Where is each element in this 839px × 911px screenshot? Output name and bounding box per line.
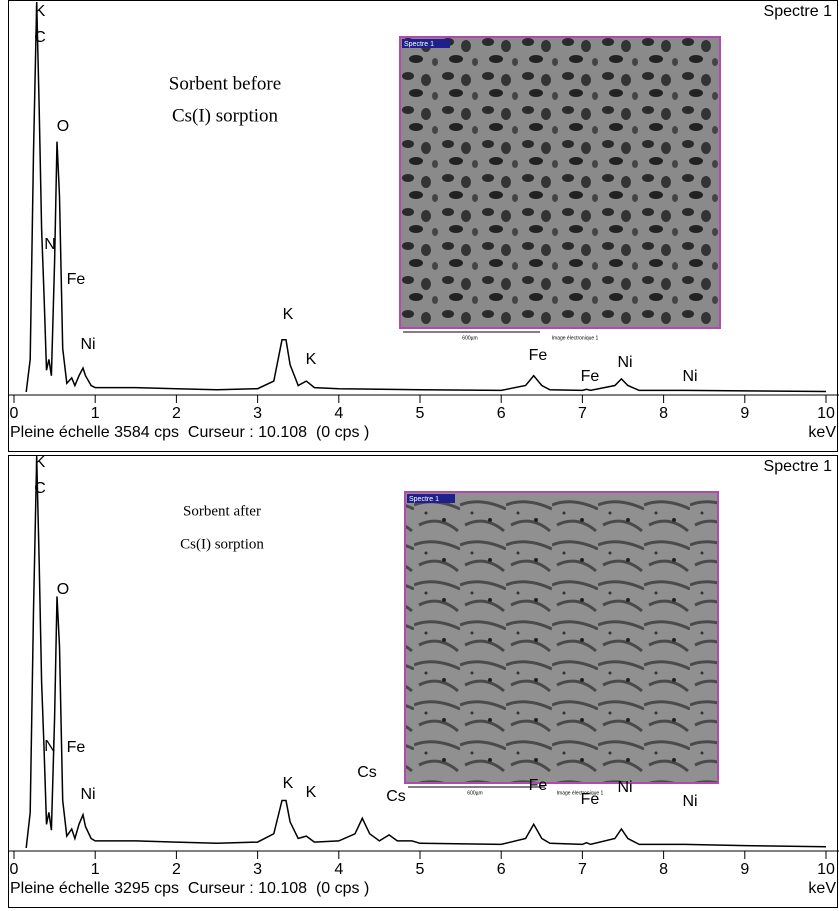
chart-title: Spectre 1 xyxy=(764,3,833,20)
x-tick-label: 9 xyxy=(740,405,749,422)
peak-label: K xyxy=(35,454,46,471)
x-tick-label: 2 xyxy=(172,861,181,878)
x-tick-label: 10 xyxy=(817,405,835,422)
page: {"chart_data":[ {"type":"line","title":"… xyxy=(0,0,839,911)
sem-caption: Image électronique 1 xyxy=(552,335,599,341)
peak-label: Ni xyxy=(682,793,697,810)
x-tick-label: 4 xyxy=(334,861,343,878)
x-tick-label: 1 xyxy=(91,405,100,422)
peak-label: Fe xyxy=(67,271,86,288)
spectrum-panel: 0 1 2 3 4 5 6 7 8 9 10 keV Pleine échelle 3295 cps C… xyxy=(8,454,839,907)
sem-tag: Spectre 1 xyxy=(409,496,439,503)
caption: Sorbent after xyxy=(183,503,261,519)
peak-label: O xyxy=(57,118,69,135)
caption: Cs(I) sorption xyxy=(172,105,279,126)
x-tick-label: 5 xyxy=(416,861,425,878)
chart-title: Spectre 1 xyxy=(764,458,833,475)
peak-label: Ni xyxy=(80,336,95,353)
scale-label: 600µm xyxy=(462,335,477,341)
chart: 012345678910keVPleine échelle 3584 cps C… xyxy=(0,0,839,911)
peak-label: Fe xyxy=(529,347,548,364)
x-tick-label: 9 xyxy=(740,861,749,878)
x-tick-label: 3 xyxy=(253,861,262,878)
caption: Cs(I) sorption xyxy=(180,536,264,552)
peak-label: Fe xyxy=(67,739,86,756)
x-tick-label: 7 xyxy=(578,405,587,422)
peak-label: Cs xyxy=(357,764,377,781)
peak-label: C xyxy=(34,29,46,46)
peak-label: Ni xyxy=(617,779,632,796)
peak-label: N xyxy=(44,738,56,755)
sem-image xyxy=(400,37,720,328)
peak-label: C xyxy=(34,480,46,497)
x-tick-label: 5 xyxy=(416,405,425,422)
sem-tag: Spectre 1 xyxy=(404,41,434,48)
peak-label: K xyxy=(283,775,294,792)
x-tick-label: 8 xyxy=(659,405,668,422)
peak-label: K xyxy=(35,3,46,20)
peak-label: K xyxy=(283,306,294,323)
scale-label: 600µm xyxy=(467,790,482,796)
peak-label: Ni xyxy=(617,354,632,371)
peak-label: Ni xyxy=(682,368,697,385)
x-axis-label: keV xyxy=(808,880,836,897)
peak-label: Fe xyxy=(581,791,600,808)
x-tick-label: 6 xyxy=(497,861,506,878)
x-tick-label: 8 xyxy=(659,861,668,878)
x-tick-label: 3 xyxy=(253,405,262,422)
peak-label: Fe xyxy=(529,777,548,794)
peak-label: K xyxy=(306,351,317,368)
x-tick-label: 0 xyxy=(10,861,19,878)
x-axis-label: keV xyxy=(808,424,836,441)
x-tick-label: 4 xyxy=(334,405,343,422)
spectrum-panel: 0 1 2 3 4 5 6 7 8 9 10 keV Pleine échelle 3584 cps C… xyxy=(8,1,839,452)
x-tick-label: 1 xyxy=(91,861,100,878)
x-tick-label: 7 xyxy=(578,861,587,878)
caption: Sorbent before xyxy=(169,73,281,94)
peak-label: K xyxy=(306,784,317,801)
peak-label: Cs xyxy=(386,788,406,805)
x-tick-label: 0 xyxy=(10,405,19,422)
peak-label: Ni xyxy=(80,786,95,803)
peak-label: N xyxy=(44,236,56,253)
peak-label: O xyxy=(57,581,69,598)
footer: Pleine échelle 3584 cps Curseur : 10.108… xyxy=(10,424,369,441)
footer: Pleine échelle 3295 cps Curseur : 10.108… xyxy=(10,880,369,897)
x-tick-label: 6 xyxy=(497,405,506,422)
x-tick-label: 10 xyxy=(817,861,835,878)
x-tick-label: 2 xyxy=(172,405,181,422)
peak-label: Fe xyxy=(581,368,600,385)
sem-image xyxy=(405,492,718,783)
